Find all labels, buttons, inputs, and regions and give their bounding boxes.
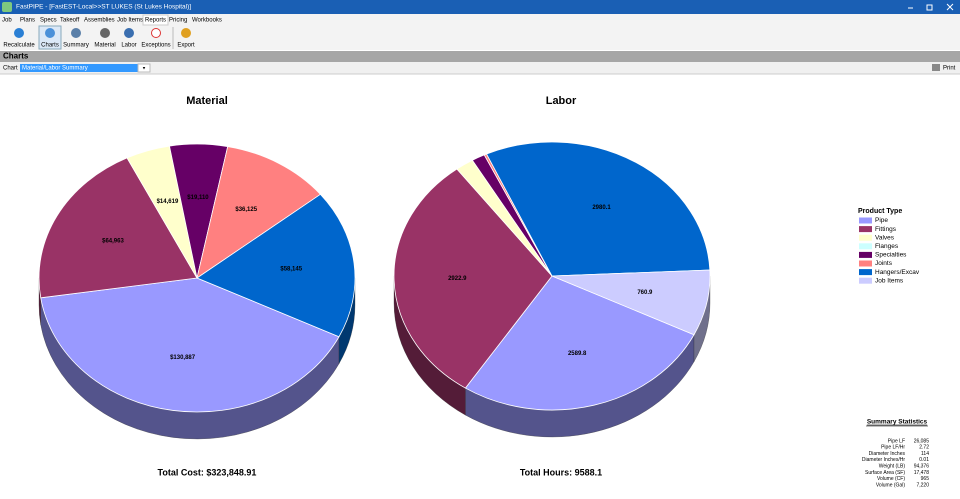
slice-label: 2980.1 — [592, 205, 611, 211]
legend-label: Specialties — [875, 252, 907, 259]
summary-label: Diameter Inches — [869, 451, 906, 457]
toolbar-label[interactable]: Export — [177, 43, 195, 49]
pie-slice — [40, 277, 340, 413]
section-title: Charts — [3, 52, 29, 61]
print-icon[interactable] — [932, 64, 940, 71]
menu-item[interactable]: Reports — [145, 18, 166, 24]
pie-slice — [196, 193, 356, 338]
toolbar-icon[interactable] — [71, 28, 81, 38]
menu-item[interactable]: Pricing — [169, 18, 187, 24]
pie-slice — [196, 146, 322, 279]
summary-label: Volume (Gal) — [876, 482, 906, 488]
pie-slice — [393, 168, 553, 389]
chart-label: Chart — [3, 66, 18, 72]
section-header — [0, 51, 960, 62]
chart-title: Labor — [546, 95, 577, 107]
dropdown-arrow[interactable]: ▾ — [143, 65, 146, 71]
chart-select-value[interactable]: Material/Labor Summary — [22, 66, 88, 72]
summary-value: 17,478 — [914, 470, 930, 476]
summary-title: Summary Statistics — [867, 419, 928, 426]
window-title: FastPIPE - [FastEST-Local>>ST LUKES (St … — [16, 4, 191, 11]
restore[interactable] — [926, 4, 933, 11]
chart-select[interactable] — [20, 64, 138, 72]
legend-swatch — [859, 226, 872, 233]
toolbar-icon[interactable] — [45, 28, 55, 38]
menu-active — [142, 14, 169, 26]
slice-label: $36,125 — [235, 207, 257, 213]
slice-label: $14,619 — [157, 199, 179, 205]
chart-total: Total Hours: 9588.1 — [520, 467, 602, 477]
summary-label: Surface Area (SF) — [865, 470, 905, 476]
toolbar-icon[interactable] — [181, 28, 191, 38]
toolbar-label[interactable]: Recalculate — [3, 43, 35, 49]
summary-value: 965 — [921, 476, 930, 482]
slice-label: $19,110 — [187, 195, 209, 201]
slice-label: $64,963 — [102, 238, 124, 244]
legend-label: Job Items — [875, 277, 904, 284]
title-bar — [0, 0, 960, 14]
menu-bar — [0, 14, 960, 25]
legend-swatch — [859, 234, 872, 241]
toolbar-icon[interactable] — [124, 28, 134, 38]
menu-item[interactable]: Specs — [40, 18, 57, 24]
pie-slice — [464, 275, 695, 411]
slice-label: 2922.9 — [448, 276, 467, 282]
summary-value: 114 — [921, 451, 929, 457]
close[interactable] — [946, 3, 954, 11]
legend-label: Joints — [875, 260, 893, 267]
pie-slice — [486, 141, 711, 277]
summary-value: 2.72 — [919, 445, 929, 451]
summary-value: 7,220 — [916, 482, 929, 488]
legend-title: Product Type — [858, 208, 902, 215]
menu-item[interactable]: Job — [2, 18, 12, 24]
toolbar-icon[interactable] — [14, 28, 24, 38]
slice-label: $58,145 — [280, 267, 302, 273]
toolbar — [0, 25, 960, 50]
legend-swatch — [859, 217, 872, 224]
summary-value: 0.01 — [919, 457, 929, 463]
slice-label: 760.9 — [637, 290, 653, 296]
legend-label: Fittings — [875, 226, 897, 233]
menu-item[interactable]: Takeoff — [60, 18, 80, 24]
menu-item[interactable]: Plans — [20, 18, 35, 24]
legend-label: Flanges — [875, 243, 899, 250]
toolbar-label[interactable]: Charts — [41, 43, 59, 49]
legend-label: Valves — [875, 234, 895, 241]
chart-total: Total Cost: $323,848.91 — [158, 467, 257, 477]
print[interactable]: Print — [943, 66, 956, 72]
menu-item[interactable]: Job Items — [117, 18, 143, 24]
summary-label: Volume (CF) — [877, 476, 905, 482]
summary-label: Diameter Inches/Hr — [862, 457, 905, 463]
menu-item[interactable]: Assemblies — [84, 18, 115, 24]
slice-label: $130,887 — [170, 355, 196, 361]
toolbar-icon[interactable] — [100, 28, 110, 38]
legend-label: Hangers/Excav — [875, 269, 920, 276]
legend-label: Pipe — [875, 217, 888, 224]
dropdown-button[interactable] — [137, 63, 151, 73]
summary-label: Pipe LF/Hr — [881, 445, 905, 451]
toolbar-label[interactable]: Labor — [121, 43, 136, 49]
summary-value: 94,376 — [914, 464, 930, 470]
legend-swatch — [859, 251, 872, 258]
legend-swatch — [859, 260, 872, 267]
summary-label: Weight (LB) — [879, 464, 906, 470]
legend-swatch — [859, 277, 872, 284]
summary-value: 26,085 — [914, 438, 930, 444]
chart-row — [0, 62, 960, 74]
pie-slice — [551, 269, 711, 336]
toolbar-label[interactable]: Exceptions — [141, 43, 170, 49]
legend-swatch — [859, 269, 872, 276]
toolbar-label[interactable]: Material — [94, 43, 115, 49]
menu-item[interactable]: Workbooks — [192, 18, 222, 24]
legend-swatch — [859, 243, 872, 250]
slice-label: 2589.8 — [568, 351, 587, 357]
app-icon — [2, 2, 12, 12]
summary-label: Pipe LF — [888, 438, 905, 444]
toolbar-label[interactable]: Summary — [63, 43, 89, 49]
toolbar-icon[interactable] — [151, 28, 161, 38]
chart-title: Material — [186, 95, 228, 107]
pie-slice — [38, 157, 198, 299]
